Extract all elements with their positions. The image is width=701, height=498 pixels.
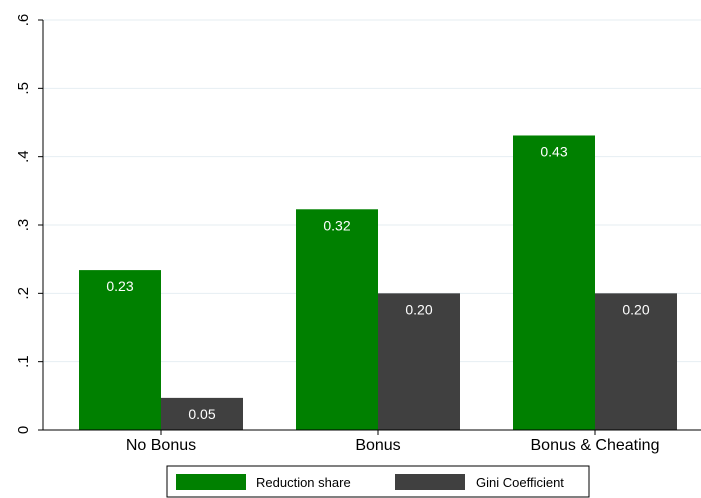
bar-reduction-share-0 bbox=[79, 270, 161, 430]
y-axis-ticks: 0 .1 .2 .3 .4 .5 .6 bbox=[15, 14, 43, 434]
bar-reduction-share-2 bbox=[513, 135, 595, 430]
x-tick-label-1: Bonus bbox=[355, 437, 400, 454]
axes bbox=[42, 20, 701, 431]
data-label-0-2: 0.43 bbox=[540, 143, 567, 159]
legend-swatch-0 bbox=[176, 474, 246, 490]
data-label-0-1: 0.32 bbox=[323, 217, 350, 233]
data-labels: 0.23 0.32 0.43 0.05 0.20 0.20 bbox=[106, 143, 649, 421]
x-axis-ticks: No Bonus Bonus Bonus & Cheating bbox=[126, 430, 660, 454]
data-label-1-1: 0.20 bbox=[405, 301, 432, 317]
legend-label-1: Gini Coefficient bbox=[476, 475, 564, 490]
bars bbox=[79, 135, 677, 430]
y-tick-label-0: 0 bbox=[15, 426, 32, 434]
data-label-1-2: 0.20 bbox=[622, 301, 649, 317]
x-tick-label-0: No Bonus bbox=[126, 437, 196, 454]
data-label-0-0: 0.23 bbox=[106, 278, 133, 294]
data-label-1-0: 0.05 bbox=[188, 406, 215, 422]
y-tick-label-1: .1 bbox=[15, 355, 32, 368]
y-tick-label-2: .2 bbox=[15, 287, 32, 300]
legend-label-0: Reduction share bbox=[256, 475, 351, 490]
bar-gini-coefficient-0 bbox=[161, 397, 243, 430]
bar-gini-coefficient-1 bbox=[378, 293, 460, 430]
x-tick-label-2: Bonus & Cheating bbox=[531, 437, 660, 454]
legend: Reduction share Gini Coefficient bbox=[166, 465, 590, 498]
y-tick-label-4: .4 bbox=[15, 150, 32, 163]
legend-swatch-1 bbox=[395, 474, 465, 490]
y-tick-label-3: .3 bbox=[15, 219, 32, 232]
bar-reduction-share-1 bbox=[296, 209, 378, 430]
bar-gini-coefficient-2 bbox=[595, 293, 677, 430]
y-tick-label-5: .5 bbox=[15, 82, 32, 95]
y-tick-label-6: .6 bbox=[15, 14, 32, 27]
